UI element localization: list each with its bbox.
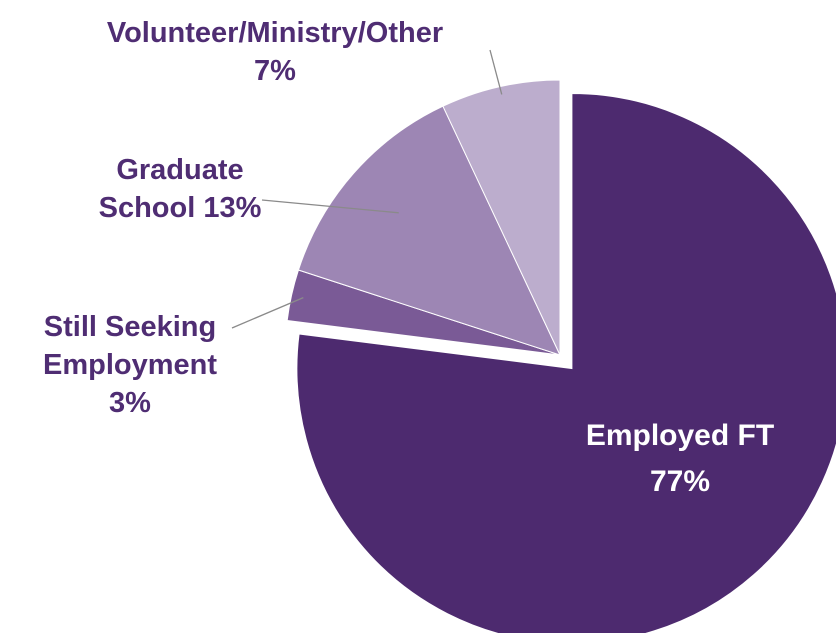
pie-slice-employed-ft [296, 93, 836, 638]
label-graduate-percent: 13% [203, 192, 262, 224]
slice-layer [286, 79, 836, 638]
leader-graduate [261, 199, 399, 214]
pie-slice-graduate [297, 105, 561, 356]
label-seeking: Still Seeking Employment 3% [0, 308, 260, 422]
label-seeking-line1: Still Seeking [43, 311, 217, 343]
label-volunteer-name: Volunteer/Ministry/Other [106, 17, 444, 49]
label-volunteer: Volunteer/Ministry/Other 7% [40, 14, 510, 90]
leader-layer [231, 49, 503, 329]
label-graduate: Graduate School 13% [50, 151, 310, 227]
label-seeking-value: 3% [109, 387, 151, 419]
leader-volunteer [489, 49, 503, 95]
label-seeking-line2: Employment [42, 349, 218, 381]
label-employed-name: Employed FT [585, 419, 775, 452]
label-graduate-school: School [98, 192, 196, 224]
label-volunteer-value: 7% [254, 55, 296, 87]
label-graduate-name: Graduate [116, 154, 244, 186]
label-graduate-value: School 13% [50, 189, 310, 227]
label-employed-value: 77% [649, 465, 711, 498]
label-employed: Employed FT 77% [535, 413, 825, 505]
leader-seeking [231, 297, 304, 329]
